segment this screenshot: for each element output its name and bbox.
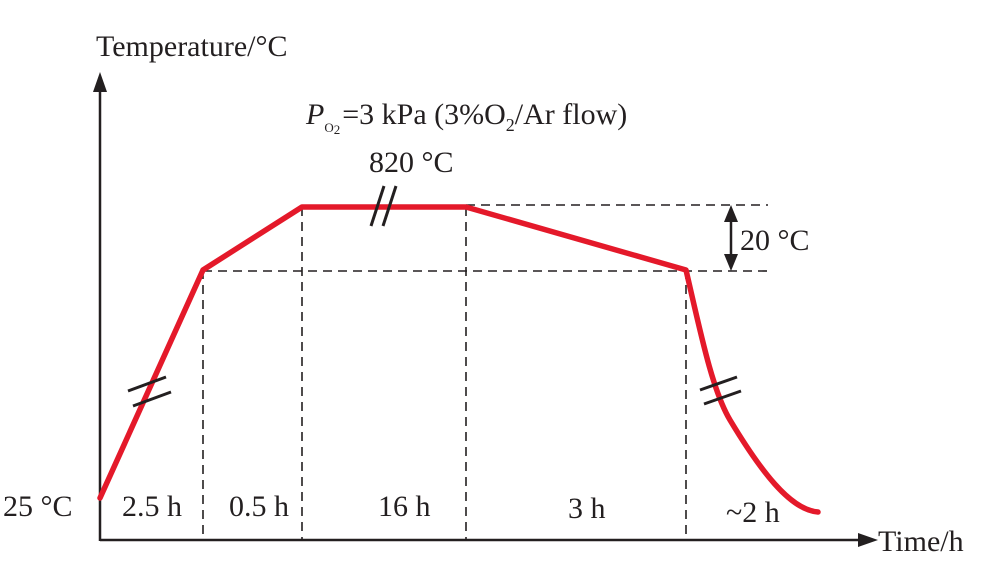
- y-axis-arrow-icon: [93, 72, 107, 92]
- break-mark-heating-1: [127, 375, 167, 393]
- p-symbol: P: [305, 98, 324, 131]
- temperature-profile: [97, 204, 821, 515]
- profile-curve: [97, 204, 821, 515]
- p-subscript-2: 2: [334, 122, 341, 137]
- break-mark-dwell-2: [381, 185, 398, 227]
- segment-label-2: 0.5 h: [229, 490, 289, 523]
- atmosphere-rest-sub: 2: [506, 115, 515, 135]
- p-subscript: O: [324, 120, 333, 135]
- break-mark-heating-2: [132, 390, 172, 408]
- segment-label-1: 2.5 h: [122, 490, 182, 523]
- break-mark-cooling-2: [703, 389, 742, 406]
- drop-arrow-up-icon: [724, 205, 738, 222]
- atmosphere-rest-a: =3 kPa (3%O: [342, 98, 506, 131]
- atmosphere-rest-b: /Ar flow): [515, 98, 627, 131]
- segment-label-4: 3 h: [568, 492, 606, 525]
- atmosphere-label: PO2=3 kPa (3%O2/Ar flow): [305, 98, 627, 137]
- drop-arrow-down-icon: [724, 254, 738, 271]
- axes: [93, 72, 878, 547]
- start-temperature-label: 25 °C: [3, 490, 73, 523]
- peak-temperature-label: 820 °C: [369, 146, 454, 179]
- x-axis-label: Time/h: [878, 525, 964, 558]
- guide-lines: [202, 204, 768, 540]
- segment-label-3: 16 h: [378, 490, 431, 523]
- x-axis-arrow-icon: [858, 533, 878, 547]
- break-mark-dwell-1: [369, 185, 386, 227]
- y-axis-label: Temperature/°C: [96, 30, 287, 63]
- segment-label-5: ~2 h: [726, 496, 780, 529]
- break-mark-cooling-1: [699, 375, 738, 392]
- temperature-drop-label: 20 °C: [740, 224, 810, 257]
- temperature-drop-indicator: [724, 205, 738, 271]
- break-marks: [127, 185, 742, 408]
